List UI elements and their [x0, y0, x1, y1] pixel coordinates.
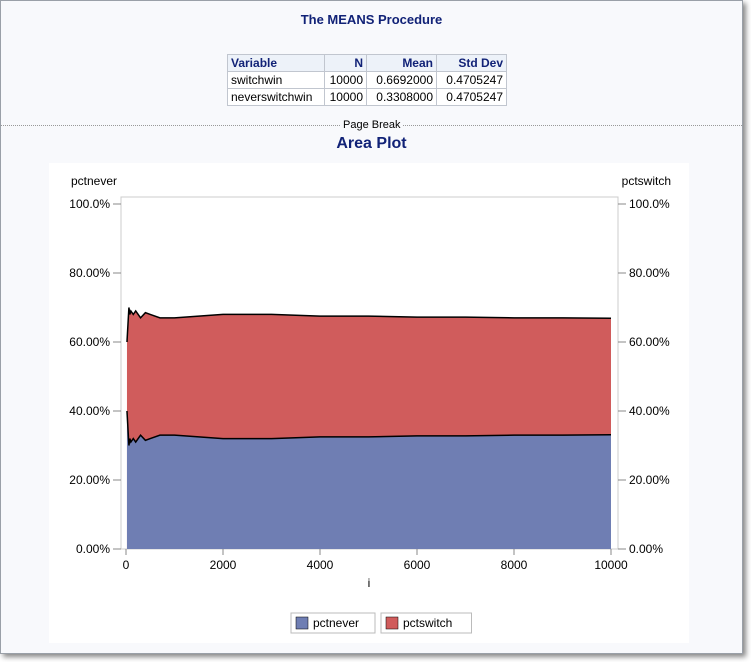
- y-tick-label-right: 0.00%: [629, 542, 663, 556]
- means-table: Variable N Mean Std Dev switchwin 10000 0.…: [227, 54, 507, 106]
- y-tick-label-right: 60.00%: [629, 335, 670, 349]
- cell: 0.3308000: [366, 88, 437, 106]
- y-tick-label-left: 80.00%: [69, 266, 110, 280]
- chart-title: Area Plot: [336, 135, 407, 152]
- y-tick-label-left: 60.00%: [69, 335, 110, 349]
- legend-item: [380, 612, 472, 634]
- legend-label: pctnever: [313, 616, 359, 630]
- header-mean: Mean: [366, 54, 437, 72]
- table-header-row: Variable N Mean Std Dev: [227, 54, 507, 72]
- table-row: switchwin 10000 0.6692000 0.4705247: [227, 71, 507, 89]
- line-pctswitch: [126, 307, 612, 343]
- page-break-label: Page Break: [340, 119, 404, 131]
- header-std-dev: Std Dev: [436, 54, 507, 72]
- x-tick-label: 4000: [307, 558, 334, 572]
- header-variable: Variable: [227, 54, 325, 72]
- chart-svg: 0.00% 0.00% 20.00% 20.00% 40.00% 40.00% 60.00%…: [69, 174, 671, 634]
- legend-item: [290, 612, 376, 634]
- y-tick-label-left: 100.0%: [69, 197, 110, 211]
- procedure-title: The MEANS Procedure: [300, 12, 443, 27]
- x-tick-label: 0: [123, 558, 130, 572]
- y-axis-label-left: pctnever: [71, 174, 117, 188]
- line-pctnever: [126, 410, 612, 446]
- x-axis-label: i: [368, 576, 371, 590]
- cell: neverswitchwin: [227, 88, 325, 106]
- x-tick-label: 2000: [210, 558, 237, 572]
- x-tick-label: 6000: [404, 558, 431, 572]
- cell: 10000: [324, 88, 367, 106]
- legend-swatch: [385, 616, 399, 630]
- y-axis-label-right: pctswitch: [622, 174, 671, 188]
- legend-label: pctswitch: [403, 616, 452, 630]
- table-row: neverswitchwin 10000 0.3308000 0.4705247: [227, 88, 507, 106]
- legend-swatch: [295, 616, 309, 630]
- output-window: The MEANS Procedure Variable N Mean Std …: [0, 0, 743, 654]
- cell: 0.6692000: [366, 71, 437, 89]
- cell: 10000: [324, 71, 367, 89]
- area-plot: 0.00% 0.00% 20.00% 20.00% 40.00% 40.00% 60.00%…: [49, 163, 689, 643]
- y-tick-label-right: 80.00%: [629, 266, 670, 280]
- cell: switchwin: [227, 71, 325, 89]
- header-n: N: [324, 54, 367, 72]
- area-pctnever: [126, 411, 611, 549]
- cell: 0.4705247: [436, 88, 507, 106]
- x-tick-label: 8000: [501, 558, 528, 572]
- y-tick-label-left: 40.00%: [69, 404, 110, 418]
- y-tick-label-left: 20.00%: [69, 473, 110, 487]
- y-tick-label-right: 20.00%: [629, 473, 670, 487]
- x-tick-label: 10000: [594, 558, 628, 572]
- y-tick-label-right: 100.0%: [629, 197, 670, 211]
- cell: 0.4705247: [436, 71, 507, 89]
- y-tick-label-right: 40.00%: [629, 404, 670, 418]
- y-tick-label-left: 0.00%: [76, 542, 110, 556]
